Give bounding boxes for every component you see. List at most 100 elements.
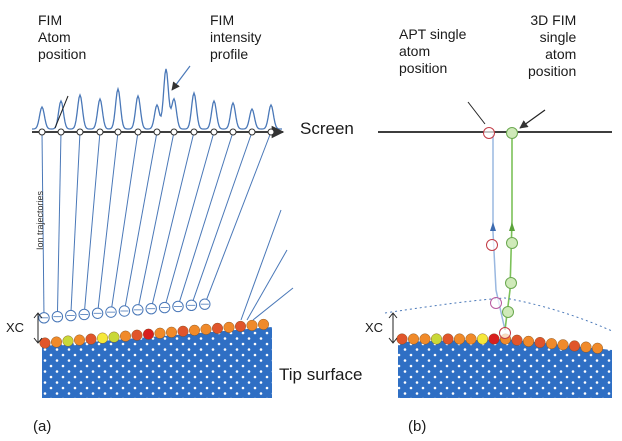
ion-trajectory-offscreen [240, 209, 282, 321]
surface-atom [488, 333, 500, 345]
surface-atom [39, 337, 51, 349]
fim3d-single-atom-label: 3D FIM single atom position [528, 12, 577, 79]
apt-position-marker [483, 127, 495, 139]
xc-label-b: XC [365, 320, 384, 335]
surface-atom [200, 323, 212, 335]
ion-trajectory [123, 131, 158, 312]
screen-atom-marker [57, 128, 65, 136]
surface-atom [177, 325, 189, 337]
screen-atom-marker [229, 128, 237, 136]
surface-atoms-b [396, 333, 604, 354]
fim-atom-pointer [54, 95, 69, 129]
screen-atom-marker [210, 128, 218, 136]
surface-atom [557, 339, 569, 351]
surface-atom [580, 341, 592, 353]
fim3d-direction-arrow [509, 222, 515, 231]
surface-atom [592, 342, 604, 354]
surface-atom [569, 340, 581, 352]
surface-atom [454, 333, 466, 345]
surface-atom [246, 319, 258, 331]
surface-atom [142, 328, 154, 340]
surface-atom [511, 334, 523, 346]
screen-atom-markers [38, 128, 275, 136]
surface-atom [477, 333, 489, 345]
surface-atom [154, 327, 166, 339]
ion-trajectory [97, 131, 119, 314]
xc-bracket-a [33, 312, 43, 344]
screen-atom-marker [170, 128, 178, 136]
panel-a-label: (a) [33, 418, 52, 435]
fim3d-position-marker [506, 127, 518, 139]
ion-trajectory-offscreen [246, 249, 288, 321]
ion-trajectory-offscreen [252, 287, 294, 321]
surface-atom [119, 330, 131, 342]
fim3d-position-marker [506, 237, 518, 249]
panel-b-label: (b) [408, 418, 427, 435]
surface-atom [534, 337, 546, 349]
surface-atom [62, 335, 74, 347]
ion-trajectory [190, 131, 253, 306]
panel-a-trajectories [38, 131, 294, 324]
evaporation-field-contour [384, 297, 613, 332]
tip-lattice-b [398, 339, 612, 398]
surface-atom [258, 318, 270, 330]
screen-atom-marker [134, 128, 142, 136]
ion-trajectories-label: Ion trajectories [35, 190, 45, 250]
tip-surface-label: Tip surface [279, 365, 363, 384]
surface-atom [165, 326, 177, 338]
surface-atom [523, 335, 535, 347]
apt-path [492, 134, 506, 331]
surface-atom [431, 333, 443, 345]
surface-atom [408, 333, 420, 345]
screen-atom-marker [96, 128, 104, 136]
ion-trajectory [204, 131, 272, 305]
ion-trajectory [150, 131, 195, 309]
surface-atom [546, 338, 558, 350]
surface-atoms-a [39, 318, 270, 349]
surface-atom [85, 333, 97, 345]
ion-trajectory [137, 131, 175, 310]
screen-atom-marker [153, 128, 161, 136]
surface-atom [465, 333, 477, 345]
screen-atom-marker [248, 128, 256, 136]
xc-bracket-b [388, 312, 398, 344]
tip-lattice-a [42, 327, 272, 398]
ion-trajectory [177, 131, 234, 307]
fim3d-path [504, 134, 513, 331]
surface-atom [73, 334, 85, 346]
screen-atom-marker [76, 128, 84, 136]
surface-atom [131, 329, 143, 341]
surface-atom [211, 322, 223, 334]
apt-position-marker [490, 297, 502, 309]
ion-trajectory [164, 131, 215, 308]
xc-label-a: XC [6, 320, 25, 335]
surface-atom [188, 324, 200, 336]
ion-trajectory [83, 131, 101, 315]
surface-atom [223, 321, 235, 333]
ion-trajectory [110, 131, 139, 313]
screen-atom-marker [114, 128, 122, 136]
surface-atom [442, 333, 454, 345]
apt-direction-arrow [490, 222, 496, 231]
fim-intensity-profile-label: FIM intensity profile [210, 12, 262, 62]
path-markers-b [483, 127, 518, 339]
ion-trajectory [41, 131, 45, 318]
screen-atom-marker [38, 128, 46, 136]
surface-atom [108, 331, 120, 343]
apt-position-marker [486, 239, 498, 251]
screen-atom-marker [267, 128, 275, 136]
ion-trajectory [70, 131, 81, 316]
surface-atom [419, 333, 431, 345]
surface-atom [96, 332, 108, 344]
surface-atom [234, 320, 246, 332]
intensity-pointer [171, 65, 191, 91]
fim3d-position-marker [502, 306, 514, 318]
apt-pointer [467, 101, 486, 125]
apt-single-atom-label: APT single atom position [399, 26, 467, 76]
fim3d-pointer [519, 109, 546, 129]
screen-atom-marker [190, 128, 198, 136]
fim3d-position-marker [505, 277, 517, 289]
fim-atom-position-label: FIM Atom position [38, 12, 87, 62]
surface-atom [51, 336, 63, 348]
